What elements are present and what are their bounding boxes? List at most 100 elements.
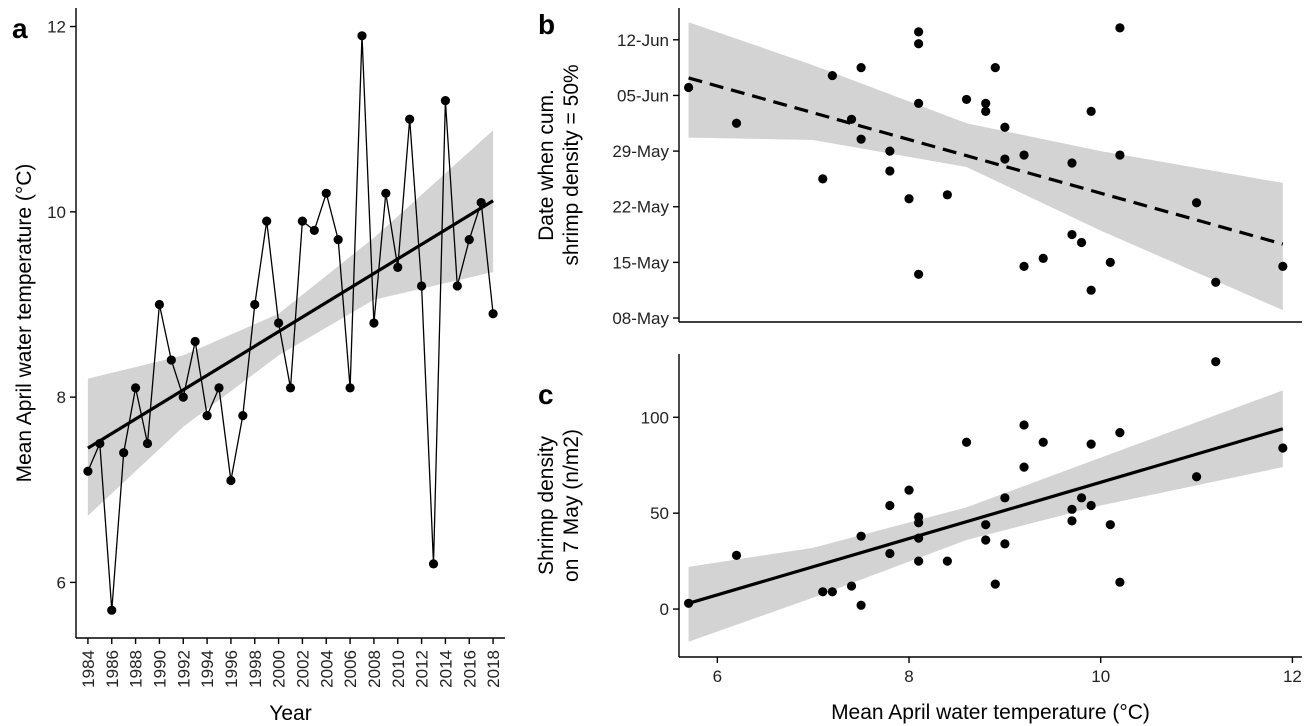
data-point	[914, 269, 924, 279]
x-axis-title: Year	[269, 702, 311, 725]
data-point	[381, 188, 391, 198]
y-tick-label: 10	[47, 203, 66, 222]
data-point	[428, 559, 439, 569]
panel-b-date-vs-temperature: b 08-May 15-May 22-May 29-May 05-Jun 12-Jun Dat…	[535, 8, 1302, 328]
data-point	[357, 31, 367, 41]
x-tick-label: 1994	[198, 650, 217, 688]
x-tick-label: 1988	[127, 650, 146, 688]
data-point	[119, 448, 129, 458]
data-point	[1000, 122, 1010, 132]
x-tick-label: 2014	[436, 650, 455, 688]
y-tick-label: 22-May	[612, 198, 669, 217]
data-point	[942, 556, 952, 566]
x-tick-label: 8	[904, 667, 913, 686]
y-axis-title-line: Shrimp density	[535, 436, 558, 575]
panel-letter: a	[12, 13, 28, 44]
x-tick-label: 2004	[317, 650, 336, 688]
regression-line	[87, 199, 494, 450]
data-point	[142, 438, 153, 449]
data-point	[405, 114, 415, 124]
panel-c-density-vs-temperature: c 0 50 100 6 8 10 12 Mean April water temperatur…	[535, 354, 1302, 724]
x-tick-label: 2012	[413, 650, 432, 688]
data-point	[990, 63, 1000, 73]
x-tick-label: 12	[1283, 667, 1302, 686]
y-axis-title-line: shrimp density = 50%	[560, 64, 583, 265]
y-tick-label: 29-May	[612, 142, 669, 161]
data-point	[914, 98, 924, 108]
data-point	[1019, 261, 1029, 271]
data-point	[262, 216, 272, 226]
data-point	[178, 392, 188, 402]
data-point	[416, 281, 427, 291]
x-tick-label: 2006	[341, 650, 360, 688]
x-tick-label: 6	[713, 667, 722, 686]
x-tick-label: 2010	[389, 650, 408, 688]
data-point	[856, 531, 866, 541]
data-point	[961, 437, 972, 447]
x-tick-label: 2016	[460, 650, 479, 688]
data-point	[981, 106, 991, 116]
y-tick-label: 05-Jun	[617, 86, 669, 105]
data-point	[214, 383, 224, 393]
data-point	[95, 438, 105, 449]
data-point	[1000, 539, 1010, 549]
x-tick-label: 1992	[174, 650, 193, 688]
data-point	[885, 146, 895, 156]
data-point	[1067, 229, 1077, 240]
y-axis-title-line: on 7 May (n/m2)	[560, 429, 583, 582]
data-point	[238, 411, 248, 421]
data-point	[981, 520, 991, 530]
data-point	[250, 299, 260, 310]
x-tick-label: 1990	[150, 650, 169, 688]
data-point	[914, 27, 924, 37]
panel-letter: b	[538, 9, 555, 40]
data-point	[914, 556, 924, 566]
data-point	[1115, 150, 1125, 160]
data-point	[1000, 493, 1010, 503]
x-tick-label: 1984	[79, 650, 98, 688]
data-point	[488, 309, 498, 319]
data-point	[1067, 504, 1077, 514]
x-tick-label: 1986	[103, 650, 122, 688]
data-point	[904, 485, 914, 495]
data-point	[1278, 261, 1288, 271]
data-point	[297, 216, 308, 226]
data-point	[827, 70, 837, 81]
data-point	[885, 166, 895, 176]
data-point	[1076, 237, 1087, 248]
data-point	[393, 262, 403, 273]
data-point	[1278, 443, 1288, 453]
panel-a-temperature-timeseries: a 6 8 10 12 1984 1986 1988 1990 1992 1994 1996 1998 2…	[12, 8, 505, 725]
y-axis-title: Mean April water temperature (°C)	[13, 164, 36, 483]
data-point	[1019, 462, 1029, 472]
x-tick-label: 2000	[270, 650, 289, 688]
y-tick-label: 6	[57, 573, 66, 592]
data-point	[1105, 520, 1115, 530]
y-tick-label: 100	[641, 408, 669, 427]
data-point	[1115, 577, 1125, 587]
data-point	[942, 190, 952, 200]
data-point	[345, 383, 355, 393]
data-point	[1019, 150, 1029, 160]
data-point	[683, 598, 694, 608]
data-point	[856, 600, 866, 610]
regression-line	[688, 76, 1284, 246]
data-point	[1191, 198, 1202, 208]
data-point	[226, 475, 236, 486]
data-point	[333, 235, 343, 245]
data-point	[731, 118, 742, 128]
x-tick-label: 2018	[484, 650, 503, 688]
data-point	[1086, 106, 1096, 116]
x-tick-label: 1996	[222, 650, 241, 688]
y-tick-label: 8	[57, 388, 66, 407]
data-point	[130, 383, 141, 393]
data-point	[1211, 357, 1221, 367]
panel-letter: c	[538, 379, 554, 410]
data-point	[1038, 437, 1048, 447]
x-tick-label: 2002	[293, 650, 312, 688]
x-tick-label: 2008	[365, 650, 384, 688]
data-point	[818, 174, 828, 184]
data-point	[914, 518, 924, 528]
y-axis-title-line: Date when cum.	[535, 89, 558, 241]
